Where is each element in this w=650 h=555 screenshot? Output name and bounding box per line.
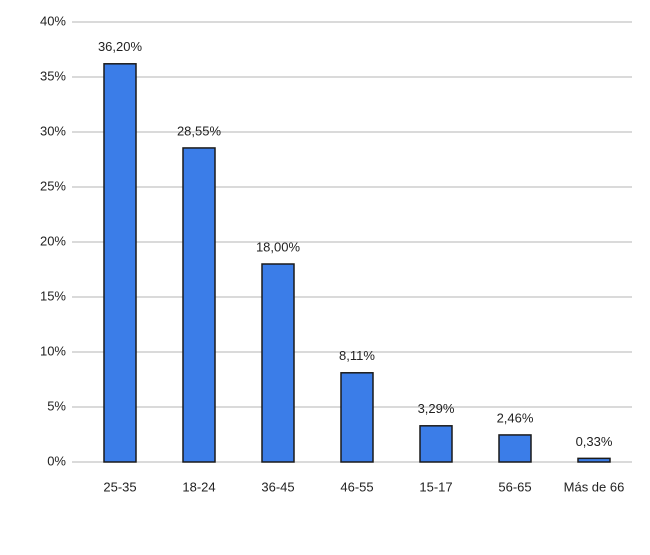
bar (577, 457, 611, 463)
bar (340, 372, 374, 463)
data-label: 3,29% (418, 401, 455, 416)
x-tick-label: 46-55 (340, 479, 373, 494)
x-tick-label: Más de 66 (564, 479, 625, 494)
y-tick-label: 0% (47, 453, 66, 468)
x-tick-label: 25-35 (103, 479, 136, 494)
data-label: 18,00% (256, 239, 301, 254)
y-tick-label: 5% (47, 398, 66, 413)
y-tick-label: 10% (40, 343, 66, 358)
y-tick-label: 20% (40, 233, 66, 248)
x-tick-label: 36-45 (261, 479, 294, 494)
x-tick-label: 15-17 (419, 479, 452, 494)
bar (103, 63, 137, 463)
x-tick-label: 56-65 (498, 479, 531, 494)
y-tick-label: 15% (40, 288, 66, 303)
data-label: 0,33% (576, 434, 613, 449)
y-tick-label: 40% (40, 13, 66, 28)
y-tick-label: 35% (40, 68, 66, 83)
data-label: 36,20% (98, 39, 143, 54)
data-label: 2,46% (497, 410, 534, 425)
data-label: 28,55% (177, 123, 222, 138)
y-tick-label: 25% (40, 178, 66, 193)
bar (419, 425, 453, 463)
bar (261, 263, 295, 463)
x-tick-label: 18-24 (182, 479, 215, 494)
y-tick-label: 30% (40, 123, 66, 138)
bar (182, 147, 216, 463)
bar (498, 434, 532, 463)
data-label: 8,11% (339, 348, 375, 363)
